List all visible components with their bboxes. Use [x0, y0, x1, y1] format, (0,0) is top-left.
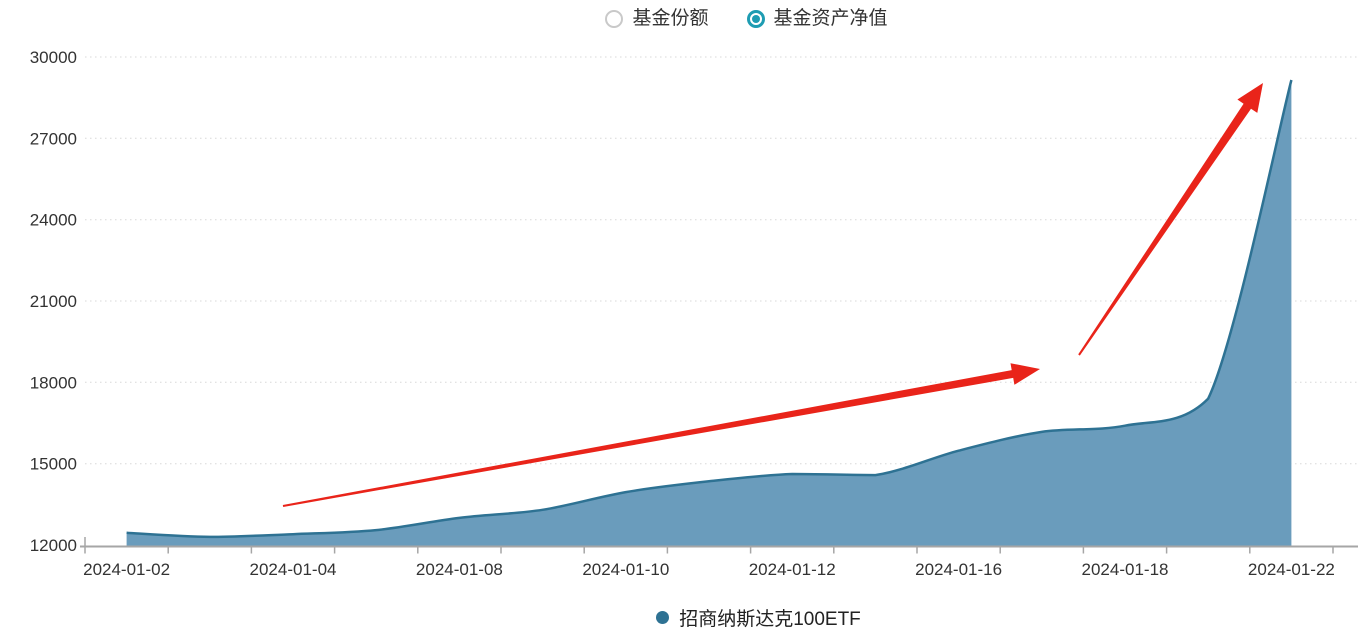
svg-text:2024-01-12: 2024-01-12 [749, 560, 836, 579]
radio-label-fund-shares: 基金份额 [632, 8, 709, 29]
radio-unselected-icon[interactable] [605, 10, 624, 28]
svg-text:2024-01-16: 2024-01-16 [915, 560, 1002, 579]
radio-option-fund-nav[interactable]: 基金资产净值 [746, 8, 888, 30]
chart-legend[interactable]: 招商纳斯达克100ETF [76, 604, 1365, 631]
svg-text:2024-01-02: 2024-01-02 [83, 560, 170, 579]
x-axis-labels: 2024-01-02 2024-01-04 2024-01-08 2024-01-10… [83, 560, 1335, 579]
radio-option-fund-shares[interactable]: 基金份额 [605, 8, 709, 30]
x-axis [80, 537, 1358, 554]
svg-text:18000: 18000 [30, 373, 77, 392]
svg-text:30000: 30000 [30, 48, 77, 67]
radio-label-fund-nav: 基金资产净值 [773, 8, 888, 29]
svg-text:27000: 27000 [30, 129, 77, 148]
svg-text:12000: 12000 [30, 536, 77, 555]
legend-series-dot-icon [656, 611, 670, 624]
y-axis-labels: 12000 15000 18000 21000 24000 27000 30000 [30, 48, 77, 555]
series-area [126, 79, 1293, 546]
svg-text:2024-01-04: 2024-01-04 [250, 560, 337, 579]
trend-arrow-2 [1078, 83, 1263, 356]
svg-text:2024-01-18: 2024-01-18 [1082, 560, 1169, 579]
svg-text:24000: 24000 [30, 211, 77, 230]
y-gridlines [85, 56, 1358, 465]
radio-inner-dot [751, 15, 760, 23]
trend-arrow-1 [282, 363, 1040, 507]
series-toggle-group: 基金份额 基金资产净值 [64, 8, 1365, 30]
svg-text:2024-01-10: 2024-01-10 [582, 560, 669, 579]
trend-arrows [282, 83, 1263, 507]
svg-text:15000: 15000 [30, 455, 77, 474]
svg-text:2024-01-08: 2024-01-08 [416, 560, 503, 579]
svg-text:21000: 21000 [30, 292, 77, 311]
svg-text:2024-01-22: 2024-01-22 [1248, 560, 1335, 579]
legend-series-label: 招商纳斯达克100ETF [679, 609, 861, 630]
radio-selected-icon[interactable] [746, 10, 765, 28]
